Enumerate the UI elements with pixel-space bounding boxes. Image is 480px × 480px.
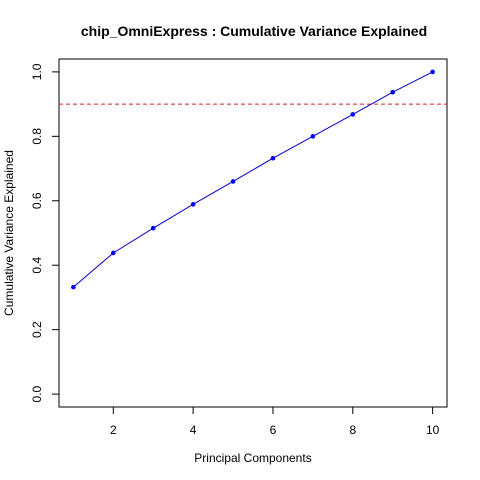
data-point <box>270 155 276 161</box>
x-axis: 2 4 6 8 10 <box>110 406 440 437</box>
y-axis-label: Cumulative Variance Explained <box>2 150 16 316</box>
y-axis: 0.0 0.2 0.4 0.6 0.8 1.0 <box>30 63 60 402</box>
y-tick-label: 0.2 <box>30 321 44 338</box>
series-line <box>73 71 433 288</box>
x-tick-label: 4 <box>190 423 197 437</box>
data-point <box>430 69 435 75</box>
y-tick-label: 0.4 <box>30 257 44 274</box>
y-tick-label: 1.0 <box>30 63 44 80</box>
x-tick-label: 8 <box>349 423 356 437</box>
series-group <box>71 69 435 290</box>
y-tick-label: 0.8 <box>30 128 44 145</box>
x-axis-label: Principal Components <box>194 451 311 465</box>
chart-title: chip_OmniExpress : Cumulative Variance E… <box>81 23 427 39</box>
y-tick-label: 0.6 <box>30 192 44 209</box>
data-point <box>310 134 316 139</box>
data-point <box>350 112 356 117</box>
x-tick-label: 10 <box>426 423 440 437</box>
data-point <box>230 179 236 184</box>
data-point <box>390 89 396 95</box>
x-tick-label: 6 <box>270 423 277 437</box>
data-point <box>110 250 116 256</box>
data-point <box>190 202 196 207</box>
plot-frame <box>58 58 448 408</box>
y-tick-label: 0.0 <box>30 385 44 402</box>
data-point <box>71 284 76 290</box>
data-point <box>150 225 156 231</box>
x-tick-label: 2 <box>110 423 117 437</box>
